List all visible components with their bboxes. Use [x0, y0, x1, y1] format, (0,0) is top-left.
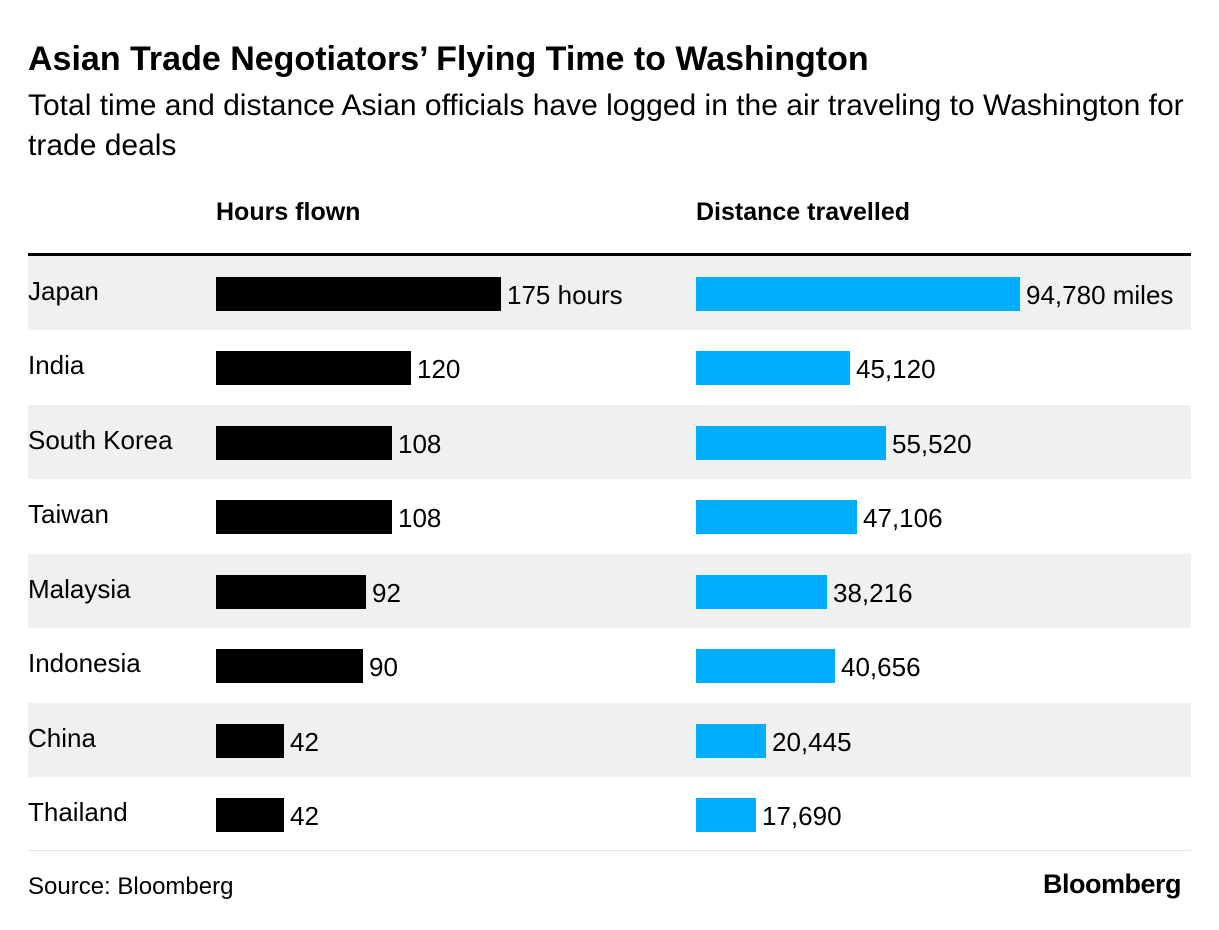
distance-bar — [696, 724, 766, 758]
hours-bar — [216, 649, 363, 683]
distance-bar — [696, 798, 756, 832]
category-label: China — [28, 723, 96, 753]
header-rule — [28, 253, 1191, 256]
distance-bar — [696, 351, 850, 385]
distance-bar — [696, 500, 857, 534]
hours-bar — [216, 351, 411, 385]
distance-bar — [696, 649, 835, 683]
chart-row: Thailand 42 17,690 — [28, 777, 1191, 851]
hours-value-label: 108 — [398, 503, 442, 533]
hours-bar — [216, 798, 284, 832]
chart-row: Malaysia 92 38,216 — [28, 554, 1191, 628]
bottom-rule — [28, 850, 1191, 851]
distance-bar — [696, 426, 886, 460]
hours-bar — [216, 724, 284, 758]
category-label: South Korea — [28, 425, 173, 455]
distance-value-label: 20,445 — [772, 727, 852, 757]
distance-bar — [696, 277, 1020, 311]
hours-bar — [216, 575, 366, 609]
chart-row: China 42 20,445 — [28, 703, 1191, 777]
chart-row: Japan 175 hours 94,780 miles — [28, 256, 1191, 330]
category-label: Malaysia — [28, 574, 131, 604]
hours-bar — [216, 277, 501, 311]
category-label: Thailand — [28, 797, 128, 827]
chart-row: Indonesia 90 40,656 — [28, 628, 1191, 703]
distance-value-label: 94,780 miles — [1026, 280, 1174, 310]
hours-column-header: Hours flown — [216, 198, 361, 226]
hours-value-label: 120 — [417, 354, 461, 384]
distance-value-label: 40,656 — [841, 652, 921, 682]
chart-row: Taiwan 108 47,106 — [28, 479, 1191, 554]
hours-value-label: 92 — [372, 578, 401, 608]
chart-subtitle: Total time and distance Asian officials … — [28, 89, 1184, 162]
distance-value-label: 45,120 — [856, 354, 936, 384]
category-label: Japan — [28, 276, 99, 306]
bar-rows: Japan 175 hours 94,780 miles India 120 45,120… — [28, 256, 1191, 851]
chart-row: South Korea 108 55,520 — [28, 405, 1191, 479]
distance-column-header: Distance travelled — [696, 198, 910, 226]
source-note: Source: Bloomberg — [28, 873, 234, 900]
distance-bar — [696, 575, 827, 609]
hours-value-label: 42 — [290, 727, 319, 757]
chart-row: India 120 45,120 — [28, 330, 1191, 405]
distance-value-label: 55,520 — [892, 429, 972, 459]
hours-bar — [216, 426, 392, 460]
chart-title: Asian Trade Negotiators’ Flying Time to … — [28, 40, 869, 78]
category-label: India — [28, 350, 85, 380]
distance-value-label: 17,690 — [762, 801, 842, 831]
hours-value-label: 42 — [290, 801, 319, 831]
distance-value-label: 38,216 — [833, 578, 913, 608]
category-label: Indonesia — [28, 648, 141, 678]
category-label: Taiwan — [28, 499, 109, 529]
hours-value-label: 108 — [398, 429, 442, 459]
distance-value-label: 47,106 — [863, 503, 943, 533]
hours-bar — [216, 500, 392, 534]
hours-value-label: 175 hours — [507, 280, 623, 310]
bloomberg-logo: Bloomberg — [1042, 869, 1182, 899]
hours-value-label: 90 — [369, 652, 398, 682]
